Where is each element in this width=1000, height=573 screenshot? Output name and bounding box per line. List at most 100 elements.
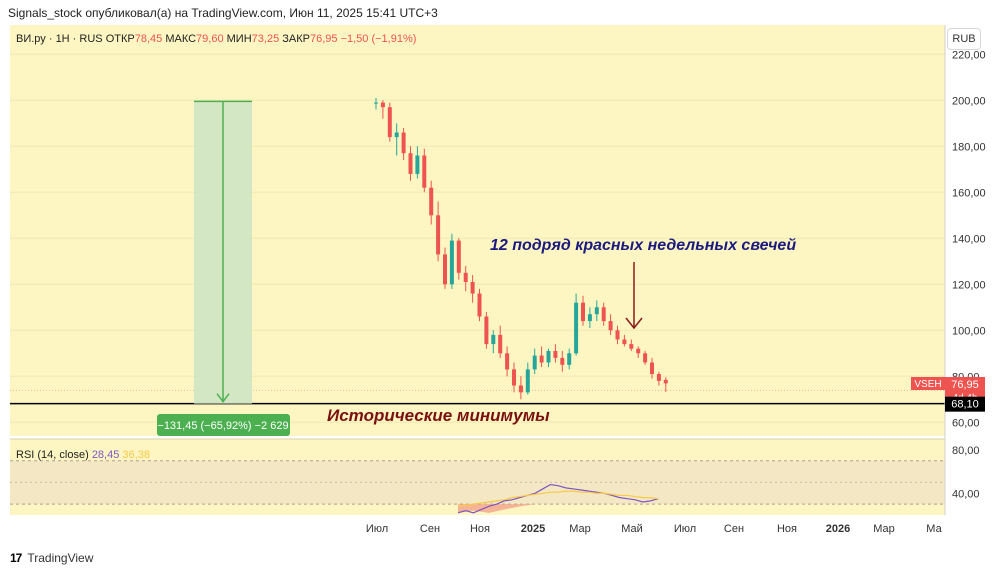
candle-body [498,334,503,354]
candle-body [622,339,627,345]
candle-body [408,153,413,174]
rsi-ma-value: 36,38 [122,449,150,461]
candle-body [594,307,599,315]
ticker-badge-bg [911,377,945,390]
tradingview-brand: TradingView [27,551,94,565]
candle-body [394,132,399,138]
time-tick: Ноя [470,523,490,535]
time-tick: 2026 [826,523,850,535]
price-tick: 120,00 [952,279,986,291]
measure-label-bg [157,414,290,436]
time-tick: Июл [366,523,388,535]
legend-symbol: ВИ.ру · 1Н · RUS [16,33,106,45]
axis-pane-bg [945,25,990,515]
candles-layer [374,98,668,400]
ticker-badge: VSEH [914,379,941,390]
candle-body [643,353,648,363]
low-label: МИН [227,33,252,45]
last-price-badge: 76,95 [951,379,979,391]
tradingview-logo: 17 [10,551,22,565]
open-value: 78,45 [135,33,166,45]
measure-label: −131,45 (−65,92%) −2 629 [157,420,288,432]
candle-body [629,344,634,349]
candle-body [546,351,551,363]
candle-body [525,369,530,393]
candle-body [449,240,454,285]
price-tick: 140,00 [952,233,986,245]
close-label: ЗАКР [282,33,310,45]
time-tick: Сен [420,523,440,535]
candle-body [415,155,420,174]
measure-tool[interactable] [194,100,252,404]
rsi-line [457,483,659,514]
candle-body [532,355,537,370]
candle-body [387,107,392,138]
price-chart[interactable]: 80,00 40,00 220,00 200,00 180,00 160,00 140,0… [0,0,1000,548]
candle-body [601,307,606,322]
candle-body [663,379,668,384]
time-tick: Мар [873,523,895,535]
rsi-layer: 80,00 40,00 [10,438,980,514]
price-tick: 100,00 [952,325,986,337]
candle-body [581,302,585,322]
annotations-layer: 12 подряд красных недельных свечей Истори… [157,237,985,436]
legend-layer: ВИ.ру · 1Н · RUS ОТКР78,45 МАКС79,60 МИН… [16,33,416,461]
candle-body [380,102,385,108]
price-tick: 60,00 [952,417,980,429]
rsi-ma-line [457,490,659,507]
main-pane-bg [10,25,945,436]
candle-body [615,330,620,340]
grid [10,53,945,423]
price-tick: 200,00 [952,95,986,107]
change-value: −1,50 (−1,91%) [341,33,417,45]
price-axis[interactable]: 220,00 200,00 180,00 160,00 140,00 120,00 100,… [944,25,986,515]
price-tick: 180,00 [952,141,986,153]
candle-body [539,355,544,363]
high-value: 79,60 [196,33,227,45]
annotation-red-candles: 12 подряд красных недельных свечей [490,237,796,254]
candle-body [401,132,406,154]
time-tick: 2025 [521,523,545,535]
candle-body [518,385,523,393]
rsi-label: RSI (14, close) [16,449,92,461]
time-tick: Июл [674,523,696,535]
annotation-historical-lows: Исторические минимумы [327,406,550,425]
candle-body [650,362,654,374]
candle-body [436,215,441,255]
arrow-down-icon [625,317,643,330]
candle-body [374,102,378,104]
published-line: Signals_stock опубликовал(а) на TradingV… [8,6,438,20]
support-badge-bg [945,396,985,412]
candle-body [422,155,427,188]
candle-body [608,321,613,331]
measure-arrow-icon [216,393,230,403]
time-tick: Мар [569,523,591,535]
time-tick: Ма [926,523,942,535]
price-tick: 160,00 [952,187,986,199]
candle-body [477,293,482,317]
candle-body [429,187,434,216]
close-value: 76,95 [310,33,341,45]
candle-body [567,353,572,365]
candle-body [553,351,558,358]
candle-body [463,272,468,282]
open-label: ОТКР [106,33,135,45]
ohlc-legend: ВИ.ру · 1Н · RUS ОТКР78,45 МАКС79,60 МИН… [16,33,416,45]
rsi-tick: 80,00 [952,445,980,457]
time-tick: Ноя [777,523,797,535]
rsi-tick: 40,00 [952,488,980,500]
time-tick: Сен [724,523,744,535]
low-value: 73,25 [252,33,283,45]
candle-body [656,374,661,381]
currency-button[interactable]: RUB [947,28,981,50]
candle-body [505,353,510,370]
time-tick: Май [621,523,643,535]
rsi-value: 28,45 [92,449,123,461]
support-price-badge: 68,10 [951,399,979,411]
candle-body [456,240,461,273]
candle-body [636,348,641,354]
time-axis[interactable]: Июл Сен Ноя 2025 Мар Май Июл Сен Ноя 2026 Мар Ма [366,523,943,535]
candle-body [491,334,496,345]
candle-body [443,254,447,285]
candle-body [512,369,516,386]
